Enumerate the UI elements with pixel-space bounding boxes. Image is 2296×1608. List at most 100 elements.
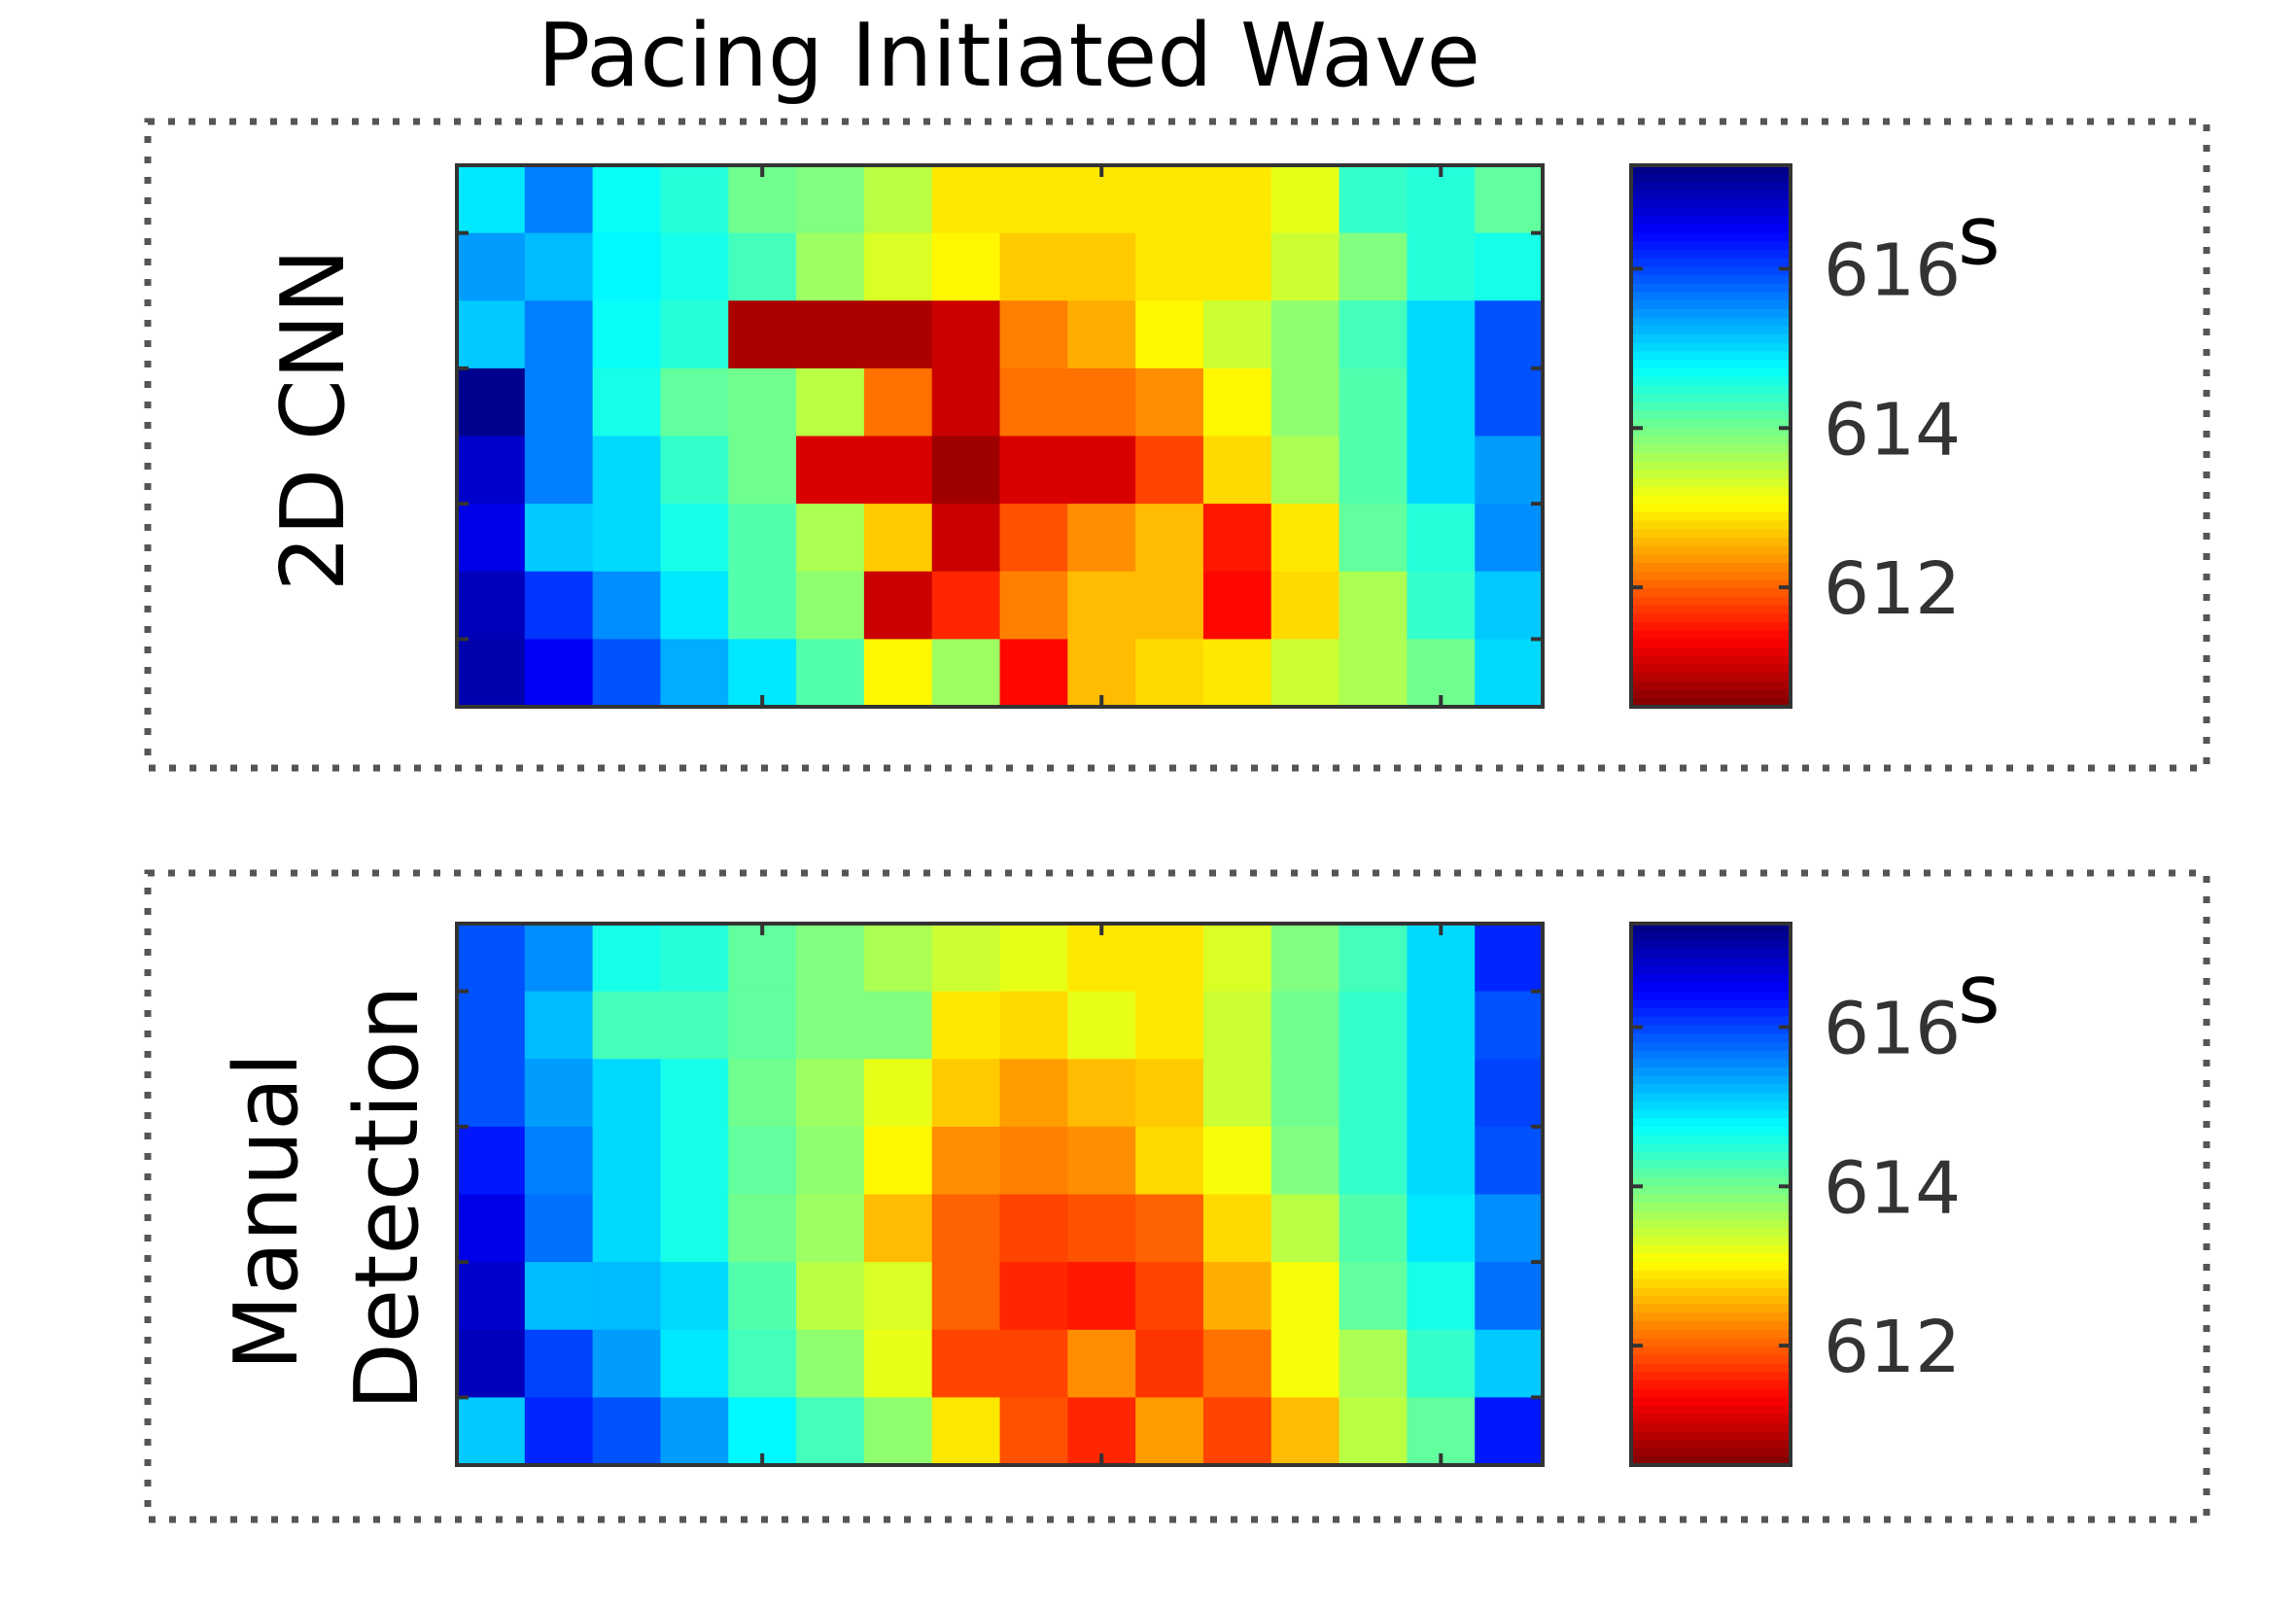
panel-frame bbox=[144, 869, 2210, 1523]
heatmap-cell bbox=[796, 436, 865, 505]
heatmap-cell bbox=[524, 991, 594, 1061]
colorbar-band bbox=[1631, 957, 1791, 967]
heatmap-cell bbox=[796, 1329, 865, 1399]
colorbar-band bbox=[1631, 173, 1791, 184]
heatmap-cell bbox=[1270, 1262, 1340, 1331]
heatmap-cell bbox=[457, 924, 526, 993]
heatmap-cell bbox=[931, 436, 1001, 505]
colorbar-band bbox=[1631, 1312, 1791, 1322]
heatmap-cell bbox=[1270, 165, 1340, 234]
heatmap-cell bbox=[1407, 1059, 1476, 1128]
panel-manual-detection: Manual Detection 616 614 612 s bbox=[144, 869, 2210, 1523]
heatmap-cell bbox=[931, 991, 1001, 1061]
colorbar-band bbox=[1631, 360, 1791, 369]
heatmap-cell bbox=[999, 232, 1069, 302]
heatmap-cell bbox=[457, 232, 526, 302]
heatmap-cell bbox=[999, 165, 1069, 234]
heatmap-cell bbox=[1067, 1194, 1136, 1263]
heatmap-cell bbox=[728, 1194, 797, 1263]
heatmap-cell bbox=[931, 924, 1001, 993]
heatmap-cell bbox=[999, 991, 1069, 1061]
colorbar-band bbox=[1631, 1203, 1791, 1212]
heatmap-cell bbox=[931, 300, 1001, 369]
heatmap-cell bbox=[592, 991, 662, 1061]
colorbar-band bbox=[1631, 949, 1791, 959]
heatmap-cell bbox=[931, 1262, 1001, 1331]
heatmap-cell bbox=[1407, 1194, 1476, 1263]
colorbar-band bbox=[1631, 191, 1791, 200]
heatmap-cell bbox=[863, 1059, 933, 1128]
colorbar-band bbox=[1631, 520, 1791, 531]
heatmap-cell bbox=[660, 571, 730, 641]
heatmap-cell bbox=[1135, 436, 1204, 505]
heatmap-cell bbox=[457, 165, 526, 234]
heatmap-cell bbox=[999, 367, 1069, 437]
heatmap-cell bbox=[1067, 1059, 1136, 1128]
heatmap-cell bbox=[1135, 232, 1204, 302]
colorbar-tick-label: 612 bbox=[1824, 1306, 1961, 1389]
heatmap-cell bbox=[1339, 1397, 1409, 1466]
heatmap-cell bbox=[660, 232, 730, 302]
heatmap-cell bbox=[660, 1397, 730, 1466]
colorbar-border bbox=[1629, 163, 1792, 709]
colorbar-band bbox=[1631, 613, 1791, 623]
colorbar-band bbox=[1631, 410, 1791, 420]
colorbar-band bbox=[1631, 1372, 1791, 1381]
heatmap-cell bbox=[660, 367, 730, 437]
heatmap-cell bbox=[1475, 991, 1544, 1061]
colorbar-band bbox=[1631, 965, 1791, 976]
heatmap-cell bbox=[931, 639, 1001, 708]
colorbar-band bbox=[1631, 1270, 1791, 1280]
heatmap-cell bbox=[796, 300, 865, 369]
colorbar-band bbox=[1631, 1287, 1791, 1297]
colorbar-band bbox=[1631, 402, 1791, 412]
colorbar-band bbox=[1631, 444, 1791, 454]
heatmap-cell bbox=[457, 1329, 526, 1399]
heatmap-cell bbox=[931, 504, 1001, 573]
heatmap-cell bbox=[728, 1262, 797, 1331]
colorbar-band bbox=[1631, 974, 1791, 984]
heatmap-cell bbox=[457, 1262, 526, 1331]
colorbar-band bbox=[1631, 419, 1791, 429]
heatmap-cell bbox=[999, 436, 1069, 505]
colorbar-band bbox=[1631, 940, 1791, 950]
heatmap-cell bbox=[524, 367, 594, 437]
colorbar-band bbox=[1631, 1177, 1791, 1187]
heatmap-cell bbox=[999, 1329, 1069, 1399]
heatmap-cell bbox=[863, 436, 933, 505]
colorbar-band bbox=[1631, 1135, 1791, 1145]
colorbar-band bbox=[1631, 165, 1791, 175]
heatmap-cell bbox=[592, 639, 662, 708]
colorbar-band bbox=[1631, 1151, 1791, 1162]
colorbar-band bbox=[1631, 504, 1791, 513]
colorbar-band bbox=[1631, 537, 1791, 547]
heatmap-cell bbox=[524, 300, 594, 369]
heatmap-cell bbox=[1339, 1126, 1409, 1196]
heatmap-cell bbox=[1202, 639, 1272, 708]
colorbar-band bbox=[1631, 385, 1791, 395]
heatmap-cell bbox=[1270, 1059, 1340, 1128]
heatmap-cell bbox=[1407, 991, 1476, 1061]
panel-2d-cnn: 2D CNN 616 614 612 s bbox=[144, 118, 2210, 772]
heatmap-cell bbox=[1339, 1194, 1409, 1263]
heatmap-cell bbox=[524, 436, 594, 505]
colorbar-band bbox=[1631, 486, 1791, 497]
colorbar-band bbox=[1631, 1118, 1791, 1128]
colorbar-band bbox=[1631, 1262, 1791, 1272]
heatmap-cell bbox=[999, 639, 1069, 708]
heatmap-cell bbox=[524, 1397, 594, 1466]
heatmap-cell bbox=[457, 1059, 526, 1128]
heatmap-cell bbox=[1475, 367, 1544, 437]
heatmap-cell bbox=[931, 1397, 1001, 1466]
heatmap-cell bbox=[1270, 571, 1340, 641]
colorbar-band bbox=[1631, 1329, 1791, 1340]
colorbar-band bbox=[1631, 1059, 1791, 1068]
colorbar-band bbox=[1631, 470, 1791, 479]
colorbar-band bbox=[1631, 266, 1791, 276]
heatmap-cell bbox=[1339, 436, 1409, 505]
colorbar-band bbox=[1631, 681, 1791, 691]
colorbar-band bbox=[1631, 571, 1791, 581]
colorbar-band bbox=[1631, 1093, 1791, 1102]
heatmap-cell bbox=[1407, 571, 1476, 641]
heatmap-cell bbox=[1407, 1126, 1476, 1196]
